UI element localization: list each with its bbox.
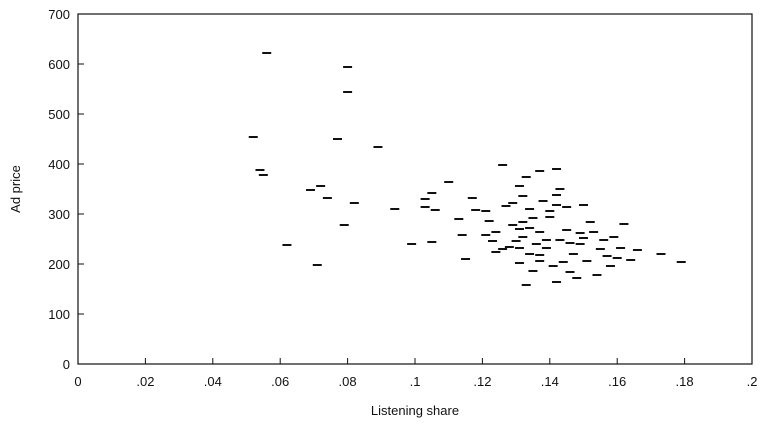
y-tick-label: 500 [48,107,70,122]
x-tick-label: .14 [541,374,559,389]
x-tick-label: .18 [676,374,694,389]
y-tick-label: 100 [48,307,70,322]
x-tick-label: .16 [608,374,626,389]
x-tick-label: .02 [136,374,154,389]
x-tick-label: .06 [271,374,289,389]
x-tick-label: .12 [473,374,491,389]
y-tick-label: 0 [63,357,70,372]
y-tick-label: 700 [48,7,70,22]
y-tick-label: 300 [48,207,70,222]
y-tick-label: 400 [48,157,70,172]
x-tick-label: 0 [74,374,81,389]
y-tick-label: 200 [48,257,70,272]
y-tick-label: 600 [48,57,70,72]
x-tick-label: .2 [747,374,758,389]
x-axis-label: Listening share [371,403,459,418]
y-axis-label: Ad price [8,165,23,213]
x-tick-label: .04 [204,374,222,389]
x-tick-label: .1 [410,374,421,389]
plot-frame [77,13,753,365]
x-tick-label: .08 [339,374,357,389]
